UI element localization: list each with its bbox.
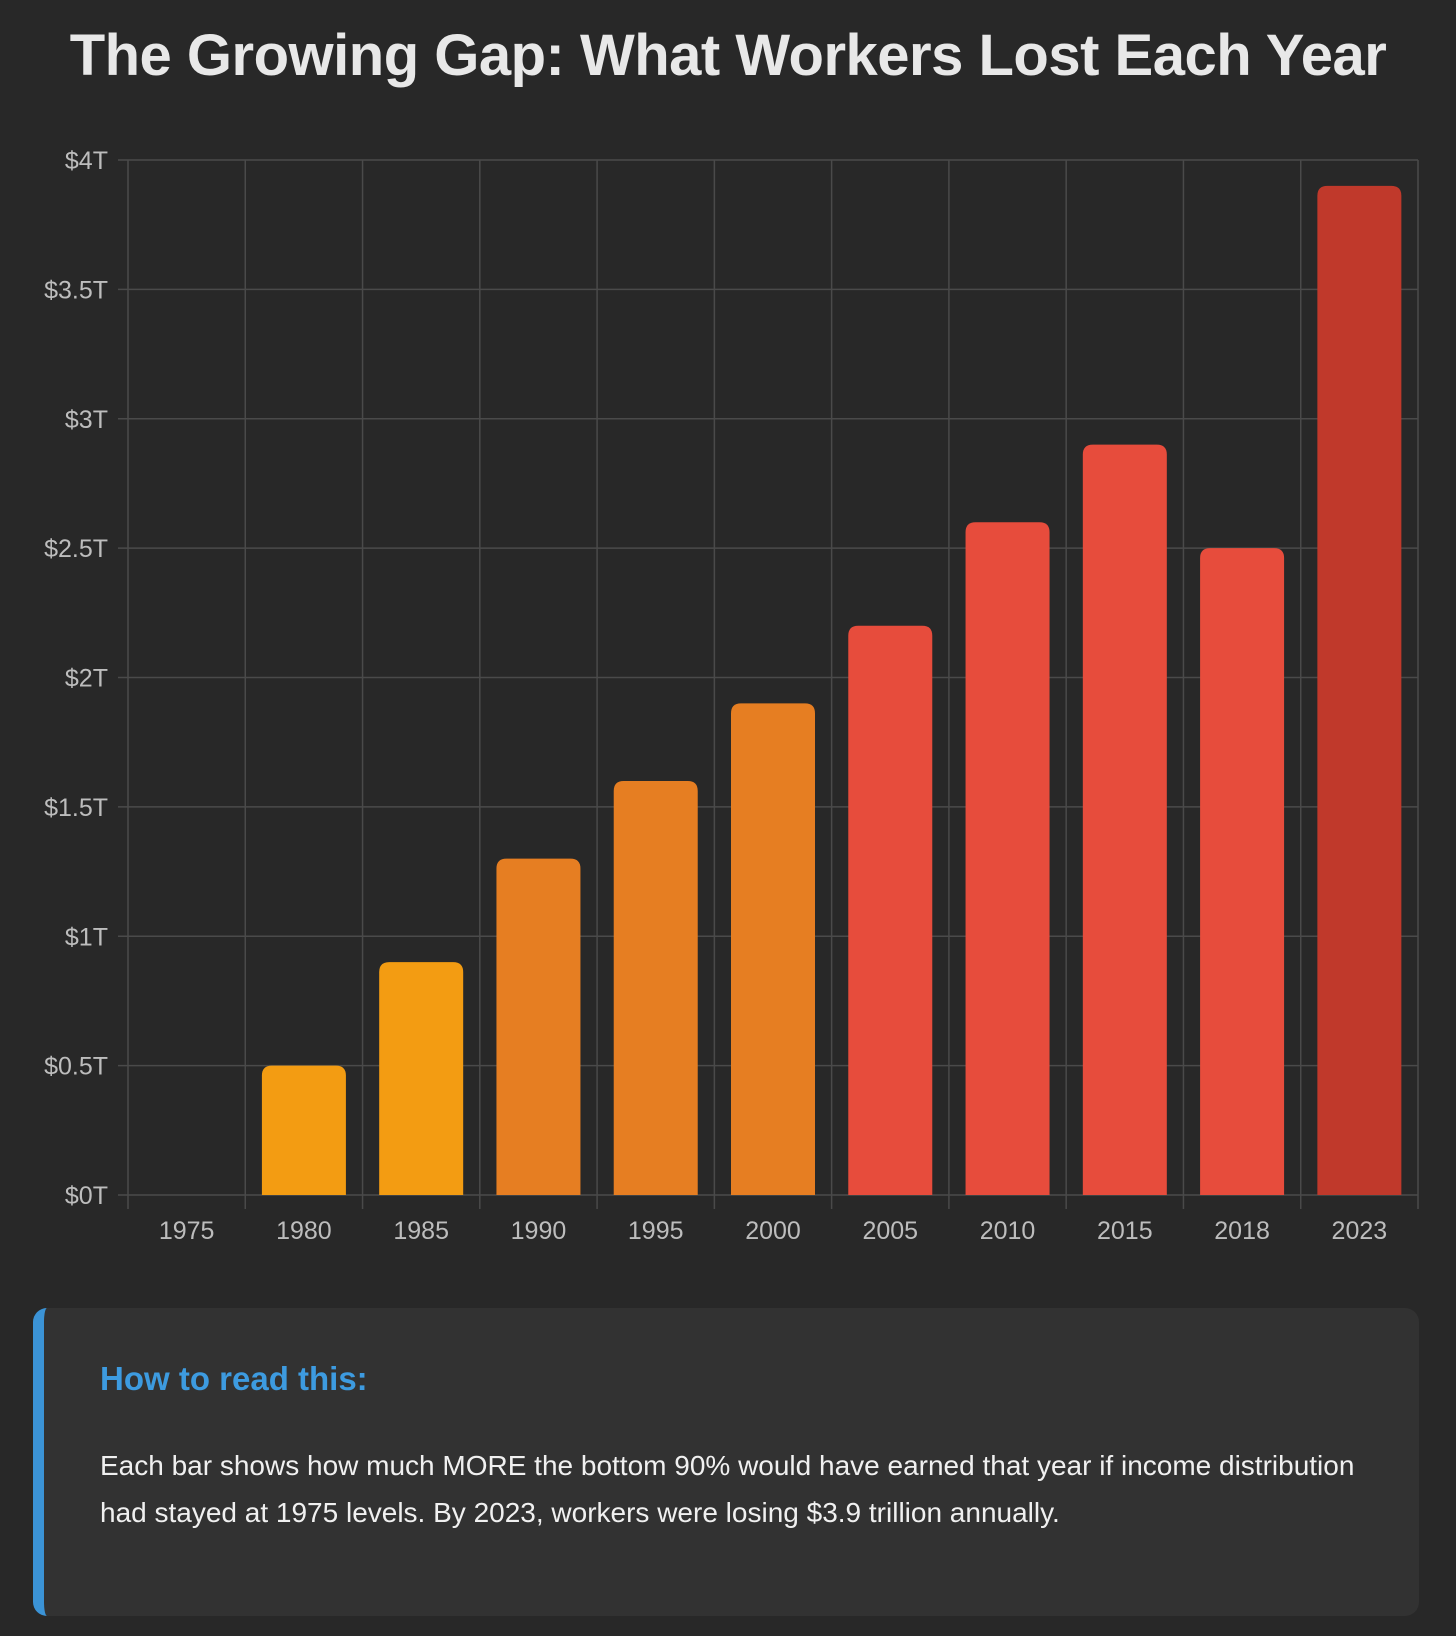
- x-tick-label: 1990: [511, 1217, 567, 1240]
- x-tick-label: 1995: [628, 1217, 684, 1240]
- y-tick-label: $0T: [65, 1182, 108, 1210]
- bar-2010: [965, 522, 1050, 1195]
- how-to-read-body: Each bar shows how much MORE the bottom …: [100, 1450, 1355, 1528]
- how-to-read-heading: How to read this:: [100, 1360, 368, 1397]
- x-tick-label: 1980: [276, 1217, 332, 1240]
- y-tick-label: $3.5T: [44, 276, 108, 304]
- x-tick-label: 2000: [745, 1217, 801, 1240]
- bar-2000: [731, 703, 815, 1195]
- bar-2015: [1082, 444, 1167, 1195]
- y-tick-label: $4T: [65, 147, 108, 175]
- y-tick-label: $2T: [65, 665, 108, 693]
- x-axis-ticks: 1975 1980 1985 1990 1995 2000 2005 2010 2015 2018…: [159, 1217, 1387, 1240]
- y-tick-label: $0.5T: [44, 1053, 108, 1081]
- how-to-read-panel: How to read this: Each bar shows how muc…: [33, 1308, 1419, 1616]
- chart-title: The Growing Gap: What Workers Lost Each …: [69, 23, 1387, 88]
- bar-chart: $0T $0.5T $1T $1.5T $2T $2.5T $3T $3.5T $4T 1975…: [44, 147, 1419, 1240]
- y-tick-label: $3T: [65, 406, 108, 434]
- bar-2018: [1200, 548, 1285, 1195]
- bar-1985: [379, 962, 464, 1195]
- x-tick-label: 2018: [1214, 1217, 1270, 1240]
- y-tick-label: $2.5T: [44, 535, 108, 563]
- bar-1990: [496, 858, 581, 1195]
- bar-1995: [613, 781, 698, 1195]
- bar-2023: [1317, 185, 1402, 1195]
- x-tick-label: 2023: [1332, 1217, 1388, 1240]
- bar-1980: [261, 1065, 346, 1195]
- grid-lines: [118, 159, 1419, 1209]
- bars: [261, 185, 1402, 1195]
- y-tick-label: $1.5T: [44, 794, 108, 822]
- x-tick-label: 1985: [393, 1217, 449, 1240]
- bar-2005: [848, 625, 933, 1195]
- x-tick-label: 2015: [1097, 1217, 1153, 1240]
- x-tick-label: 2010: [980, 1217, 1036, 1240]
- x-tick-label: 1975: [159, 1217, 215, 1240]
- y-tick-label: $1T: [65, 923, 108, 951]
- y-axis-ticks: $0T $0.5T $1T $1.5T $2T $2.5T $3T $3.5T $4T: [44, 147, 108, 1210]
- x-tick-label: 2005: [862, 1217, 918, 1240]
